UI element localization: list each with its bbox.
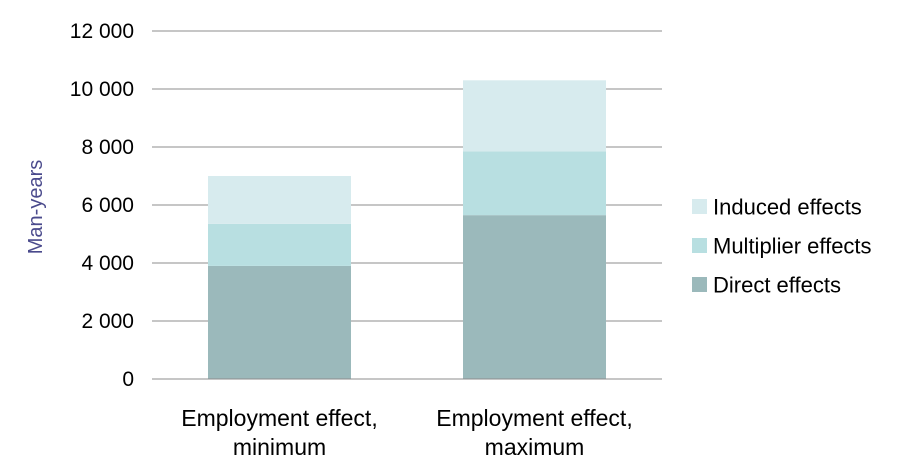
x-category-labels: Employment effect, minimum Employment effe… (181, 405, 632, 460)
bar-segment-induced-effects (463, 80, 606, 152)
legend-entry: Multiplier effects (713, 234, 872, 259)
y-tick-labels: 0 2 000 4 000 6 000 8 000 10 000 12 000 (70, 20, 134, 391)
x-category-label: minimum (233, 434, 326, 460)
bar-stacks (208, 80, 606, 379)
y-tick-label: 12 000 (70, 20, 134, 43)
bar-segment-multiplier-effects (463, 151, 606, 216)
x-category-label: maximum (485, 434, 585, 460)
legend: Induced effects Multiplier effects Direct … (692, 195, 872, 298)
legend-swatch (692, 238, 707, 253)
bar-segment-multiplier-effects (208, 223, 351, 266)
y-tick-label: 10 000 (70, 78, 134, 101)
x-category-label: Employment effect, (436, 405, 632, 431)
y-tick-label: 8 000 (81, 136, 134, 159)
bar-segment-induced-effects (208, 176, 351, 224)
legend-entry: Direct effects (713, 273, 841, 298)
y-axis-title: Man-years (25, 160, 47, 254)
x-category-label: Employment effect, (181, 405, 377, 431)
y-tick-label: 0 (122, 368, 134, 391)
y-tick-label: 6 000 (81, 194, 134, 217)
bar-segment-direct-effects (463, 215, 606, 379)
y-tick-label: 4 000 (81, 252, 134, 275)
bar-segment-direct-effects (208, 265, 351, 379)
y-tick-label: 2 000 (81, 310, 134, 333)
legend-entry: Induced effects (713, 195, 862, 220)
legend-swatch (692, 199, 707, 214)
legend-swatch (692, 277, 707, 292)
